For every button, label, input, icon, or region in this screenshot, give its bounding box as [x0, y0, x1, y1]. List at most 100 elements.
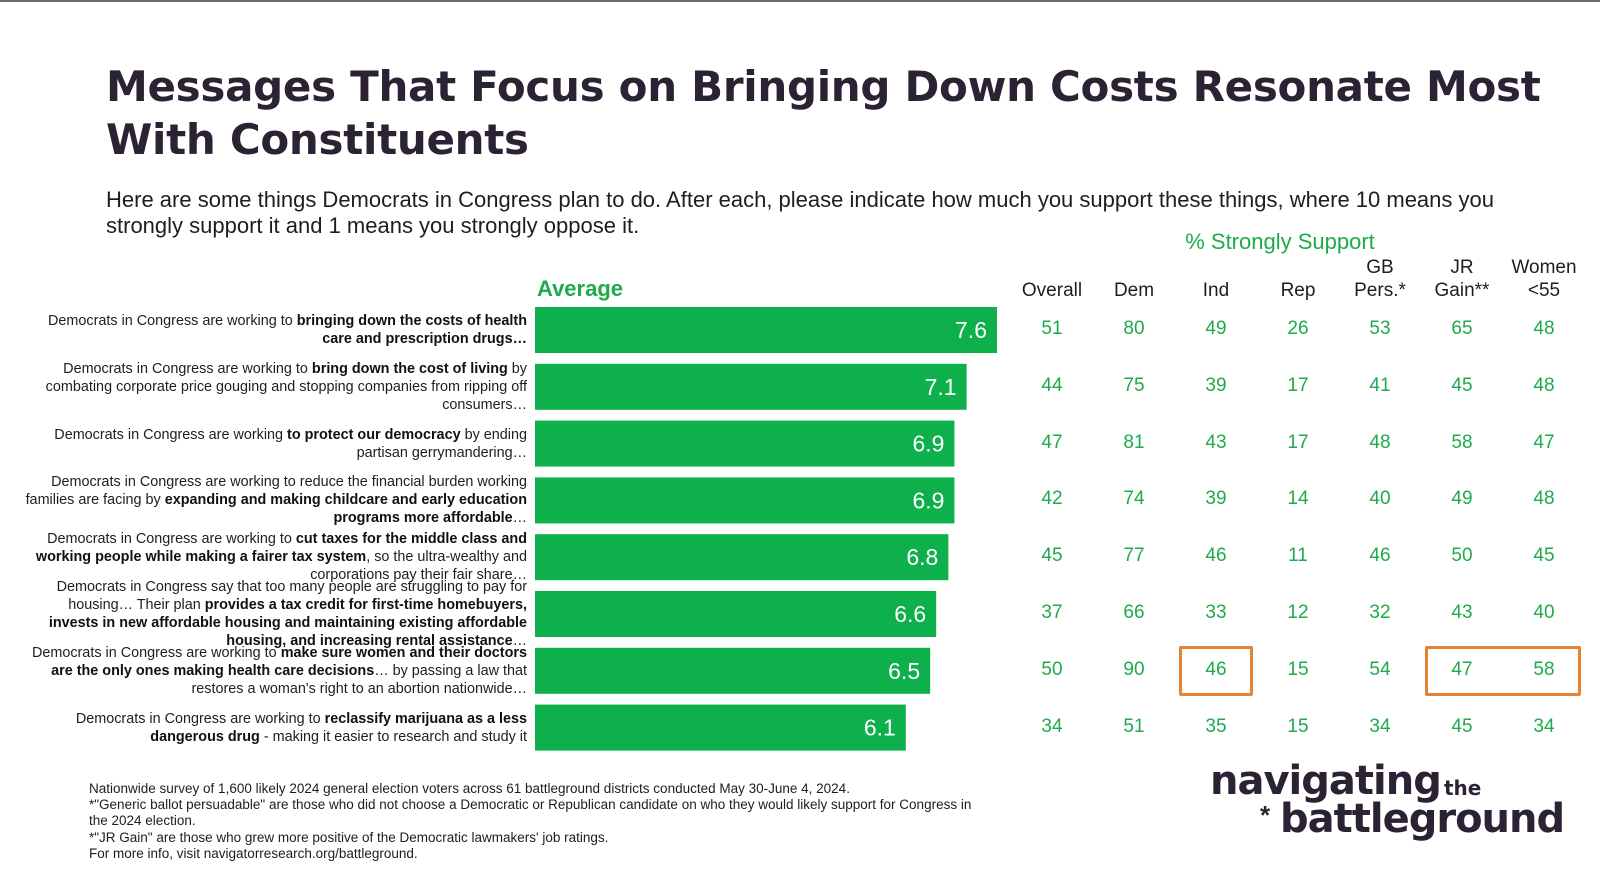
table-cell: 65 [1451, 318, 1473, 339]
table-cell: 77 [1123, 545, 1145, 567]
column-header: Women <55 [1511, 257, 1577, 301]
bar [535, 420, 955, 467]
table-cell: 42 [1041, 488, 1063, 510]
table-cell: 34 [1533, 715, 1555, 737]
average-label: Average [537, 276, 624, 301]
page-title: Messages That Focus on Bringing Down Cos… [106, 62, 1541, 164]
table-cell: 45 [1451, 374, 1473, 396]
column-header: JR Gain** [1434, 257, 1490, 301]
column-header: GB Pers.* [1354, 257, 1406, 301]
table-cell: 74 [1123, 488, 1145, 510]
table-cell: 50 [1041, 658, 1063, 680]
column-header: Ind [1202, 280, 1230, 301]
table-cell: 45 [1451, 715, 1473, 737]
navigating-battleground-logo: navigating the * battleground [1210, 758, 1580, 848]
highlight-box [1179, 645, 1253, 696]
table-cell: 39 [1205, 488, 1227, 510]
table-cell: 17 [1287, 431, 1309, 453]
table-cell: 43 [1205, 431, 1227, 453]
bar-value-label: 6.5 [888, 658, 920, 684]
column-header: Overall [1021, 280, 1083, 301]
bar-value-label: 6.6 [894, 601, 926, 627]
row-label: Democrats in Congress say that too many … [48, 579, 527, 649]
strongly-support-header: % Strongly Support [1185, 229, 1375, 254]
bar [535, 591, 937, 637]
table-cell: 47 [1451, 658, 1473, 680]
table-cell: 58 [1533, 658, 1555, 680]
row-label: Democrats in Congress are working to pro… [54, 426, 527, 461]
logo-the: the [1444, 776, 1482, 800]
table-cell: 48 [1533, 488, 1555, 510]
table-cell: 32 [1369, 602, 1391, 623]
highlight-box [1425, 645, 1581, 696]
column-header: Dem [1113, 280, 1155, 301]
table-cell: 53 [1369, 318, 1391, 339]
table-cell: 41 [1369, 374, 1391, 396]
bar-value-label: 7.1 [925, 374, 957, 400]
table-cell: 45 [1533, 545, 1555, 567]
table-cell: 50 [1451, 545, 1473, 567]
table-cell: 26 [1287, 318, 1309, 339]
row-label: Democrats in Congress are working to red… [25, 474, 527, 527]
table-cell: 51 [1123, 715, 1145, 737]
bar-value-label: 7.6 [955, 317, 987, 343]
logo-star: * [1260, 800, 1271, 830]
bar [535, 477, 955, 524]
bar [535, 534, 949, 581]
table-cell: 40 [1533, 602, 1555, 623]
table-cell: 48 [1533, 318, 1555, 339]
table-cell: 54 [1369, 658, 1391, 680]
column-header: Rep [1280, 280, 1316, 301]
table-cell: 34 [1369, 715, 1391, 737]
table-cell: 90 [1123, 658, 1145, 680]
bar [535, 363, 967, 410]
table-cell: 33 [1205, 602, 1227, 623]
table-cell: 43 [1451, 602, 1473, 623]
footnote: For more info, visit navigatorresearch.o… [89, 845, 418, 861]
table-cell: 46 [1369, 545, 1391, 567]
bar-value-label: 6.8 [906, 544, 938, 570]
table-cell: 34 [1041, 715, 1063, 737]
table-cell: 48 [1533, 374, 1555, 396]
table-cell: 49 [1205, 318, 1227, 339]
logo-line2: battleground [1280, 796, 1565, 842]
table-cell: 58 [1451, 431, 1473, 453]
table-cell: 14 [1287, 488, 1309, 510]
table-cell: 45 [1041, 545, 1063, 567]
table-cell: 35 [1205, 715, 1227, 737]
bar [535, 704, 906, 751]
row-label: Democrats in Congress are working to bri… [48, 313, 527, 347]
bar-value-label: 6.9 [912, 431, 944, 457]
bar-value-label: 6.9 [912, 487, 944, 513]
table-cell: 75 [1123, 374, 1145, 396]
bar-value-label: 6.1 [864, 715, 896, 741]
table-cell: 15 [1287, 715, 1309, 737]
table-cell: 17 [1287, 374, 1309, 396]
top-rule [0, 0, 1600, 2]
table-cell: 40 [1369, 488, 1391, 510]
table-cell: 80 [1123, 318, 1145, 339]
table-cell: 44 [1041, 374, 1063, 396]
row-label: Democrats in Congress are working to rec… [75, 710, 527, 745]
footnote: *"Generic ballot persuadable" are those … [89, 797, 972, 829]
row-label: Democrats in Congress are working to bri… [45, 360, 527, 413]
footnote: *"JR Gain" are those who grew more posit… [89, 829, 609, 845]
footnote: Nationwide survey of 1,600 likely 2024 g… [89, 781, 850, 796]
table-cell: 81 [1123, 431, 1145, 453]
table-cell: 15 [1287, 658, 1309, 680]
logo-line1: navigating [1210, 758, 1442, 804]
table-cell: 48 [1369, 431, 1391, 453]
table-cell: 46 [1205, 658, 1227, 680]
row-label: Democrats in Congress are working to mak… [31, 644, 527, 697]
bar [535, 307, 997, 353]
table-cell: 11 [1288, 545, 1308, 567]
footnotes: Nationwide survey of 1,600 likely 2024 g… [89, 781, 989, 862]
table-cell: 51 [1041, 318, 1063, 339]
table-cell: 49 [1451, 488, 1473, 510]
row-label: Democrats in Congress are working to cut… [35, 531, 527, 584]
table-cell: 47 [1041, 431, 1063, 453]
table-cell: 66 [1123, 602, 1145, 623]
table-cell: 46 [1205, 545, 1227, 567]
table-cell: 37 [1041, 602, 1063, 623]
